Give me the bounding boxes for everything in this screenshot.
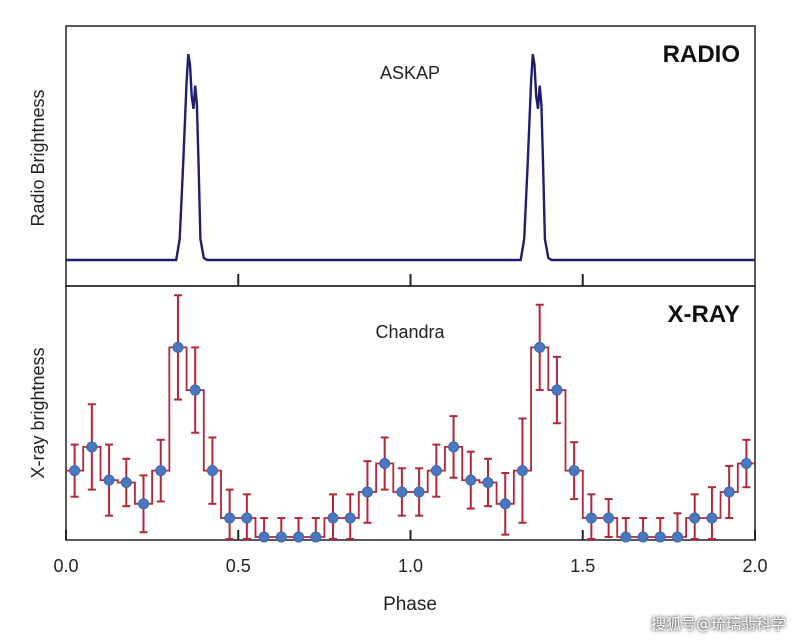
xray-data-point	[430, 465, 442, 477]
x-tick-label: 0.0	[53, 556, 78, 576]
xray-step-line	[66, 346, 755, 538]
xray-data-point	[723, 486, 735, 498]
xray-data-point	[499, 498, 511, 510]
watermark-text: 搜狐号@琉璃翡科学	[650, 615, 786, 633]
x-tick-label: 2.0	[742, 556, 767, 576]
radio-x-ticks	[237, 274, 584, 286]
xray-data-point	[620, 531, 632, 543]
xray-points	[69, 341, 752, 543]
xray-data-point	[654, 531, 666, 543]
xray-data-point	[86, 441, 98, 453]
xray-data-point	[224, 512, 236, 524]
xray-data-point	[516, 465, 528, 477]
xray-data-point	[361, 486, 373, 498]
xray-data-point	[327, 512, 339, 524]
xray-data-point	[69, 465, 81, 477]
xray-data-point	[275, 531, 287, 543]
xray-data-point	[103, 474, 115, 486]
x-tick-label: 1.5	[570, 556, 595, 576]
radio-panel-label: RADIO	[663, 41, 740, 68]
xray-data-point	[120, 476, 132, 488]
xray-data-point	[603, 512, 615, 524]
radio-series-line	[66, 54, 755, 262]
xray-data-point	[258, 531, 270, 543]
xray-data-point	[740, 458, 752, 470]
xray-data-point	[413, 486, 425, 498]
xray-data-point	[465, 474, 477, 486]
xray-data-point	[155, 465, 167, 477]
xray-data-point	[568, 465, 580, 477]
xray-panel-label: X-RAY	[668, 301, 740, 328]
xray-data-point	[689, 512, 701, 524]
x-axis: 0.0 0.5 1.0 1.5 2.0	[53, 530, 768, 576]
xray-data-point	[448, 441, 460, 453]
xray-data-point	[293, 531, 305, 543]
xray-data-point	[206, 465, 218, 477]
radio-instrument-label: ASKAP	[380, 63, 440, 83]
xray-data-point	[706, 512, 718, 524]
xray-data-point	[585, 512, 597, 524]
xray-data-point	[379, 458, 391, 470]
xray-data-point	[189, 384, 201, 396]
xray-data-point	[241, 512, 253, 524]
xray-instrument-label: Chandra	[375, 322, 445, 342]
xray-panel: X-RAY Chandra X-ray brightness	[28, 285, 756, 543]
xray-data-point	[637, 531, 649, 543]
radio-panel: RADIO ASKAP Radio Brightness	[28, 25, 756, 287]
xray-data-point	[344, 512, 356, 524]
xray-data-point	[551, 384, 563, 396]
xray-data-point	[396, 486, 408, 498]
xray-data-point	[310, 531, 322, 543]
xray-data-point	[172, 341, 184, 353]
x-axis-label: Phase	[383, 594, 437, 615]
xray-data-point	[138, 498, 150, 510]
xray-data-point	[671, 531, 683, 543]
x-tick-label: 0.5	[226, 556, 251, 576]
xray-data-point	[482, 476, 494, 488]
radio-y-axis-label: Radio Brightness	[28, 89, 48, 226]
xray-y-axis-label: X-ray brightness	[28, 347, 48, 478]
xray-data-point	[534, 341, 546, 353]
x-tick-label: 1.0	[398, 556, 423, 576]
